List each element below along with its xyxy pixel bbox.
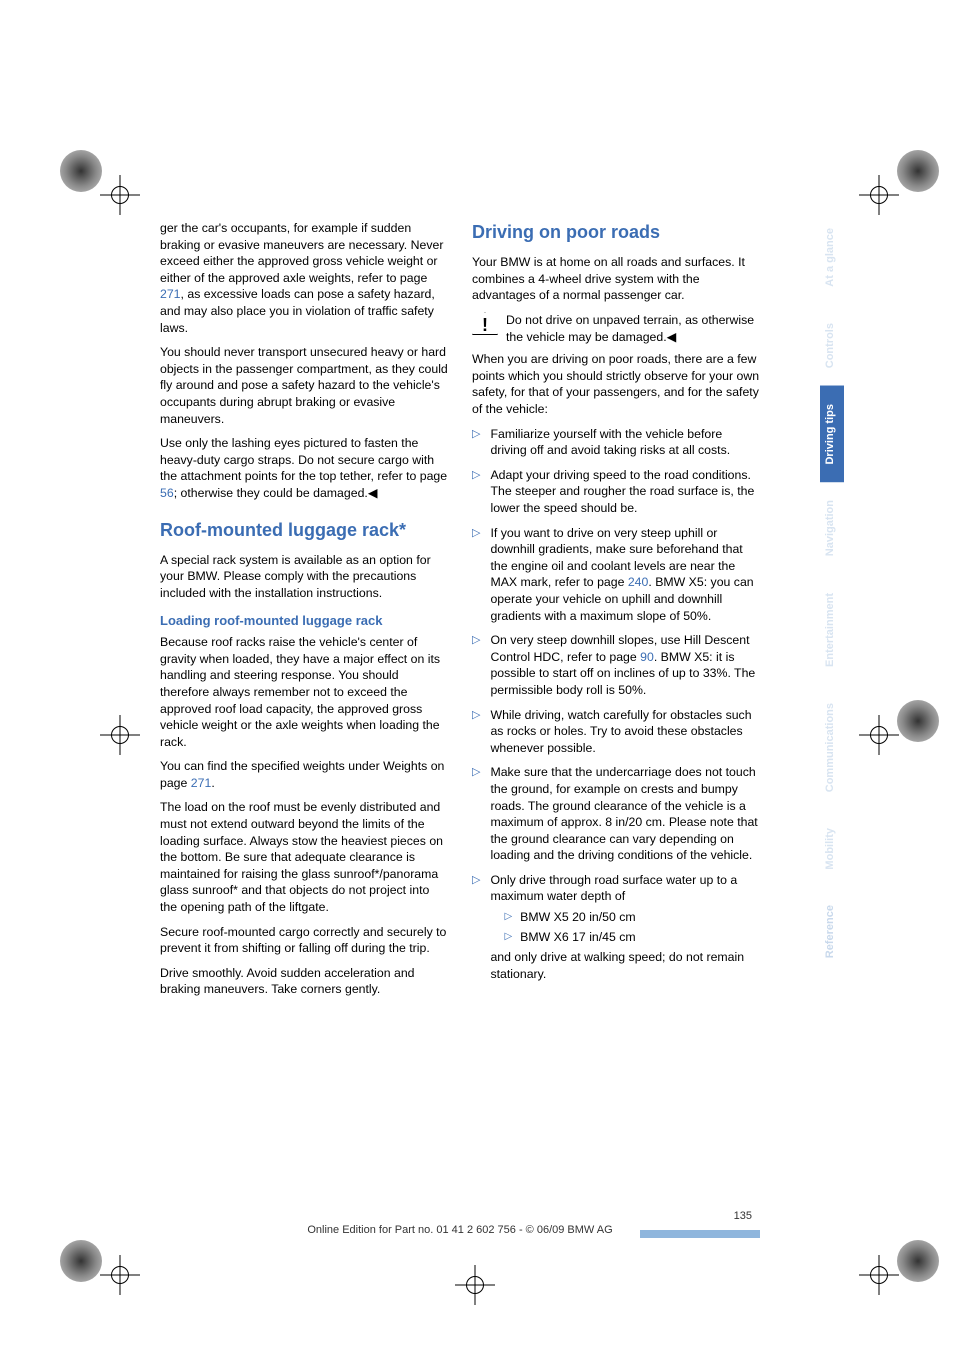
para: Secure roof-mounted cargo correctly and … xyxy=(160,924,448,957)
bullet-list: ▷ Familiarize yourself with the vehicle b… xyxy=(472,426,760,983)
text: On very steep downhill slopes, use Hill … xyxy=(490,632,760,698)
text: Only drive through road surface water up… xyxy=(490,872,760,983)
triangle-icon: ▷ xyxy=(472,526,480,625)
para: You can find the specified weights under… xyxy=(160,758,448,791)
para: Drive smoothly. Avoid sudden acceleratio… xyxy=(160,965,448,998)
tab-communications[interactable]: Communications xyxy=(820,685,844,810)
footer-accent-bar xyxy=(640,1230,760,1238)
tab-mobility[interactable]: Mobility xyxy=(820,810,844,888)
section-heading: Driving on poor roads xyxy=(472,220,760,244)
text: ; otherwise they could be damaged.◀ xyxy=(174,486,378,500)
page-body: ger the car's occupants, for example if … xyxy=(160,220,760,1006)
list-item: ▷If you want to drive on very steep uphi… xyxy=(472,525,760,625)
list-item: ▷ Only drive through road surface water … xyxy=(472,872,760,983)
text: Use only the lashing eyes pictured to fa… xyxy=(160,436,447,483)
list-item: ▷While driving, watch carefully for obst… xyxy=(472,707,760,757)
tab-reference[interactable]: Reference xyxy=(820,887,844,976)
triangle-icon: ▷ xyxy=(472,708,480,757)
text: Adapt your driving speed to the road con… xyxy=(490,467,760,517)
tab-controls[interactable]: Controls xyxy=(820,305,844,386)
para: ger the car's occupants, for example if … xyxy=(160,220,448,336)
left-column: ger the car's occupants, for example if … xyxy=(160,220,448,1006)
tab-driving-tips[interactable]: Driving tips xyxy=(820,386,844,483)
page-link[interactable]: 56 xyxy=(160,486,174,500)
text: Familiarize yourself with the vehicle be… xyxy=(490,426,760,459)
warning-box: ! Do not drive on unpaved terrain, as ot… xyxy=(472,312,760,345)
page-number: 135 xyxy=(160,1210,760,1222)
warning-text: Do not drive on unpaved terrain, as othe… xyxy=(506,312,760,345)
section-heading: Roof-mounted luggage rack* xyxy=(160,518,448,542)
text: Make sure that the undercarriage does no… xyxy=(490,764,760,864)
para: When you are driving on poor roads, ther… xyxy=(472,351,760,417)
para: A special rack system is available as an… xyxy=(160,552,448,602)
tab-at-a-glance[interactable]: At a glance xyxy=(820,210,844,305)
text: While driving, watch carefully for obsta… xyxy=(490,707,760,757)
triangle-icon: ▷ xyxy=(472,633,480,698)
text: BMW X6 17 in/45 cm xyxy=(520,929,636,946)
triangle-icon: ▷ xyxy=(504,930,512,946)
triangle-icon: ▷ xyxy=(472,468,480,517)
sub-list: ▷ BMW X5 20 in/50 cm ▷ BMW X6 17 in/45 cm xyxy=(504,909,760,945)
tab-entertainment[interactable]: Entertainment xyxy=(820,575,844,685)
tab-navigation[interactable]: Navigation xyxy=(820,482,844,574)
text: If you want to drive on very steep uphil… xyxy=(490,525,760,625)
list-item: ▷Adapt your driving speed to the road co… xyxy=(472,467,760,517)
page-link[interactable]: 271 xyxy=(191,776,212,790)
page-link[interactable]: 90 xyxy=(640,650,654,664)
text: BMW X5 20 in/50 cm xyxy=(520,909,636,926)
para: Because roof racks raise the vehicle's c… xyxy=(160,634,448,750)
list-item: ▷ BMW X5 20 in/50 cm xyxy=(504,909,760,926)
para: You should never transport unsecured hea… xyxy=(160,344,448,427)
text: ger the car's occupants, for example if … xyxy=(160,221,443,285)
warning-icon: ! xyxy=(472,312,498,335)
triangle-icon: ▷ xyxy=(472,427,480,459)
triangle-icon: ▷ xyxy=(504,910,512,926)
list-item: ▷ Familiarize yourself with the vehicle b… xyxy=(472,426,760,459)
para: Your BMW is at home on all roads and sur… xyxy=(472,254,760,304)
text: . xyxy=(211,776,214,790)
para: The load on the roof must be evenly dist… xyxy=(160,799,448,915)
page-link[interactable]: 240 xyxy=(628,575,649,589)
triangle-icon: ▷ xyxy=(472,873,480,983)
text: , as excessive loads can pose a safety h… xyxy=(160,287,435,334)
para: Use only the lashing eyes pictured to fa… xyxy=(160,435,448,501)
list-item: ▷On very steep downhill slopes, use Hill… xyxy=(472,632,760,698)
list-item: ▷ BMW X6 17 in/45 cm xyxy=(504,929,760,946)
page-link[interactable]: 271 xyxy=(160,287,181,301)
list-item: ▷Make sure that the undercarriage does n… xyxy=(472,764,760,864)
triangle-icon: ▷ xyxy=(472,765,480,864)
right-column: Driving on poor roads Your BMW is at hom… xyxy=(472,220,760,1006)
subsection-heading: Loading roof-mounted luggage rack xyxy=(160,612,448,630)
side-tabs: At a glance Controls Driving tips Naviga… xyxy=(820,210,844,977)
